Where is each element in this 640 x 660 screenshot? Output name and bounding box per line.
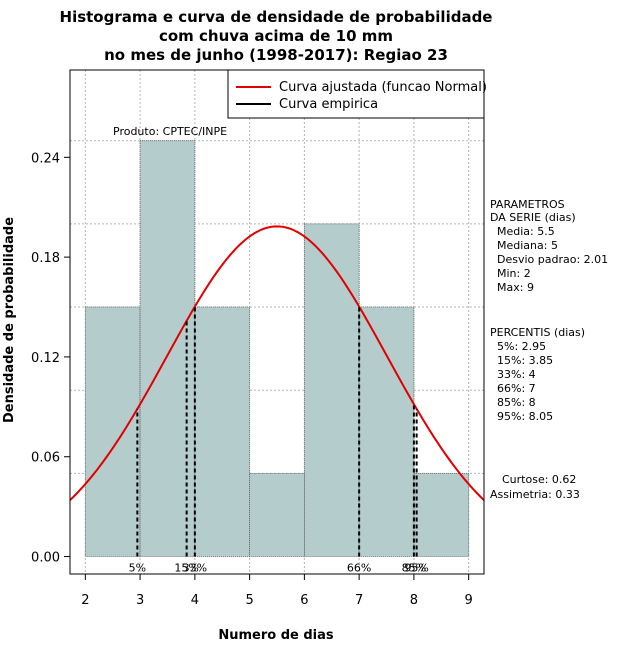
y-tick-label: 0.00 (31, 551, 60, 566)
normal-density-curve (70, 225, 484, 501)
percentile-marker: 95% (404, 562, 428, 575)
percentil-66: 66%: 7 (497, 382, 536, 395)
x-tick-label: 2 (81, 593, 89, 608)
x-axis-title: Numero de dias (218, 628, 334, 643)
histogram-bar (358, 306, 415, 557)
x-tick-label: 8 (410, 593, 418, 608)
param-media: Media: 5.5 (497, 225, 555, 238)
y-tick-label: 0.18 (31, 251, 60, 266)
x-axis: 2 3 4 5 6 7 8 9 (81, 574, 473, 608)
percentil-15: 15%: 3.85 (497, 354, 553, 367)
legend-label-normal: Curva ajustada (funcao Normal) (279, 80, 487, 95)
curtose-value: Curtose: 0.62 (502, 473, 576, 486)
param-mediana: Mediana: 5 (497, 239, 558, 252)
histogram-bar (303, 223, 360, 557)
y-tick-label: 0.12 (31, 351, 60, 366)
percentile-marker: 5% (129, 562, 146, 575)
histogram-bar (249, 472, 305, 557)
percentil-85: 85%: 8 (497, 396, 536, 409)
percentis-heading: PERCENTIS (dias) (490, 326, 585, 339)
product-label: Produto: CPTEC/INPE (113, 125, 227, 138)
histogram-bars (84, 140, 470, 557)
percentile-marker: 85% (402, 562, 426, 575)
histogram-bar (413, 472, 470, 557)
percentile-marker: 66% (347, 562, 371, 575)
x-tick-label: 6 (300, 593, 308, 608)
y-tick-label: 0.06 (31, 451, 60, 466)
legend-box (227, 69, 485, 119)
percentil-5: 5%: 2.95 (497, 340, 546, 353)
param-desvio: Desvio padrao: 2.01 (497, 253, 608, 266)
percentil-95: 95%: 8.05 (497, 410, 553, 423)
x-tick-label: 7 (355, 593, 363, 608)
chart-title-line-2: com chuva acima de 10 mm (159, 27, 393, 45)
y-axis-title: Densidade de probabilidade (2, 217, 17, 423)
chart-title-line-3: no mes de junho (1998-2017): Regiao 23 (104, 46, 448, 64)
density-curve-group (70, 225, 484, 501)
legend-label-empirical: Curva empirica (279, 97, 378, 112)
x-tick-label: 5 (245, 593, 253, 608)
param-min: Min: 2 (497, 267, 531, 280)
percentile-lines: 5% 15%33% 66% 85%95% (129, 306, 429, 575)
side-panel: PARAMETROS DA SERIE (dias) Media: 5.5 Me… (490, 198, 608, 501)
params-heading-2: DA SERIE (dias) (490, 211, 576, 224)
x-tick-label: 3 (136, 593, 144, 608)
x-tick-label: 4 (191, 593, 199, 608)
percentil-33: 33%: 4 (497, 368, 536, 381)
legend: Curva ajustada (funcao Normal) Curva emp… (227, 69, 487, 119)
y-tick-label: 0.24 (31, 151, 60, 166)
histogram-bar (84, 306, 141, 557)
percentile-marker: 33% (183, 562, 207, 575)
percentile-marker: 15% (174, 562, 198, 575)
params-heading-1: PARAMETROS (490, 198, 565, 211)
y-axis: 0.00 0.06 0.12 0.18 0.24 (31, 151, 70, 566)
chart-title-line-1: Histograma e curva de densidade de proba… (60, 8, 493, 26)
x-tick-label: 9 (465, 593, 473, 608)
histogram-bar (194, 306, 251, 557)
assimetria-value: Assimetria: 0.33 (490, 488, 580, 501)
histogram-bar (139, 140, 196, 557)
param-max: Max: 9 (497, 281, 534, 294)
